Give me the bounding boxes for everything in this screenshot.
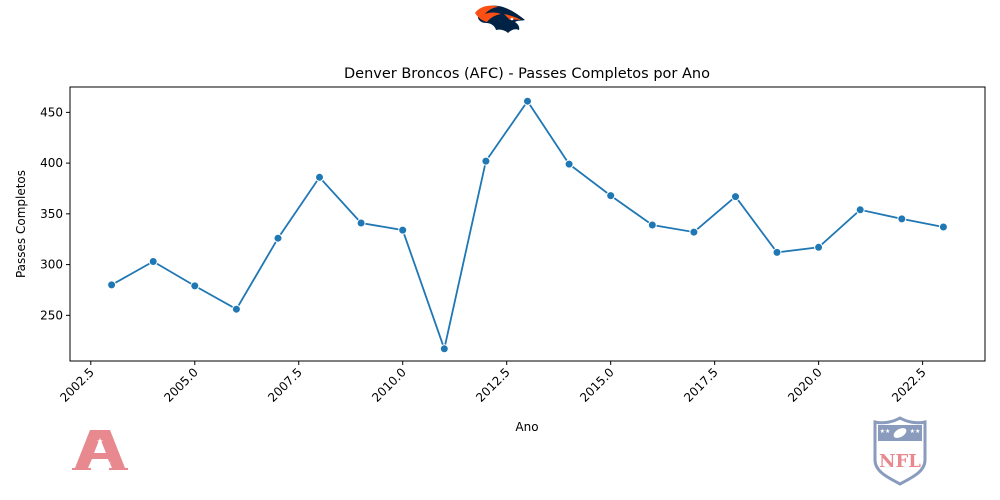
data-point <box>315 172 324 182</box>
svg-text:★: ★ <box>96 437 103 446</box>
data-point <box>731 192 740 202</box>
x-tick-label: 2002.5 <box>57 365 97 405</box>
data-point <box>523 96 532 106</box>
data-point <box>606 191 616 201</box>
y-tick-label: 350 <box>40 207 63 221</box>
broncos-logo <box>475 5 525 34</box>
data-point <box>439 344 449 354</box>
series-layer <box>107 96 948 354</box>
data-point <box>647 220 657 230</box>
data-point <box>855 205 865 215</box>
afc-logo: ★ ★ ★ <box>72 430 128 470</box>
data-point <box>231 304 241 314</box>
svg-text:★: ★ <box>104 459 111 468</box>
data-point <box>938 222 948 232</box>
data-point <box>689 227 699 237</box>
plot-area <box>69 86 986 362</box>
data-point <box>148 257 158 266</box>
nfl-shield-logo: ★★ ★★ NFL <box>873 416 927 486</box>
data-point <box>356 218 366 228</box>
data-point <box>107 280 117 290</box>
x-tick-label: 2005.0 <box>161 365 201 405</box>
x-axis: 2002.5 2005.0 2007.5 2010.0 2012.5 2015.0 2017… <box>57 361 929 405</box>
x-tick-label: 2022.5 <box>889 365 929 405</box>
x-tick-label: 2015.0 <box>577 365 617 405</box>
x-tick-label: 2017.5 <box>681 365 721 405</box>
y-tick-label: 400 <box>40 156 63 170</box>
svg-text:★: ★ <box>89 459 96 468</box>
data-point <box>897 214 907 224</box>
svg-text:★★: ★★ <box>880 428 891 435</box>
data-point <box>564 159 574 169</box>
y-axis-label: Passes Completos <box>14 170 28 278</box>
data-point <box>814 242 824 252</box>
x-tick-label: 2007.5 <box>265 365 305 405</box>
y-axis: 250 300 350 400 450 <box>40 105 70 322</box>
data-point <box>190 281 200 291</box>
chart-title: Denver Broncos (AFC) - Passes Completos … <box>344 66 710 82</box>
x-tick-label: 2020.0 <box>785 365 825 405</box>
y-tick-label: 450 <box>40 105 63 119</box>
data-point <box>772 247 782 257</box>
svg-text:NFL: NFL <box>879 451 921 472</box>
x-tick-label: 2010.0 <box>369 365 409 405</box>
data-point <box>481 156 491 166</box>
x-axis-label: Ano <box>515 420 538 434</box>
data-point <box>398 225 408 235</box>
data-point <box>273 233 283 243</box>
x-tick-label: 2012.5 <box>473 365 513 405</box>
y-tick-label: 250 <box>40 308 63 322</box>
svg-text:★★: ★★ <box>910 428 921 435</box>
y-tick-label: 300 <box>40 258 63 272</box>
